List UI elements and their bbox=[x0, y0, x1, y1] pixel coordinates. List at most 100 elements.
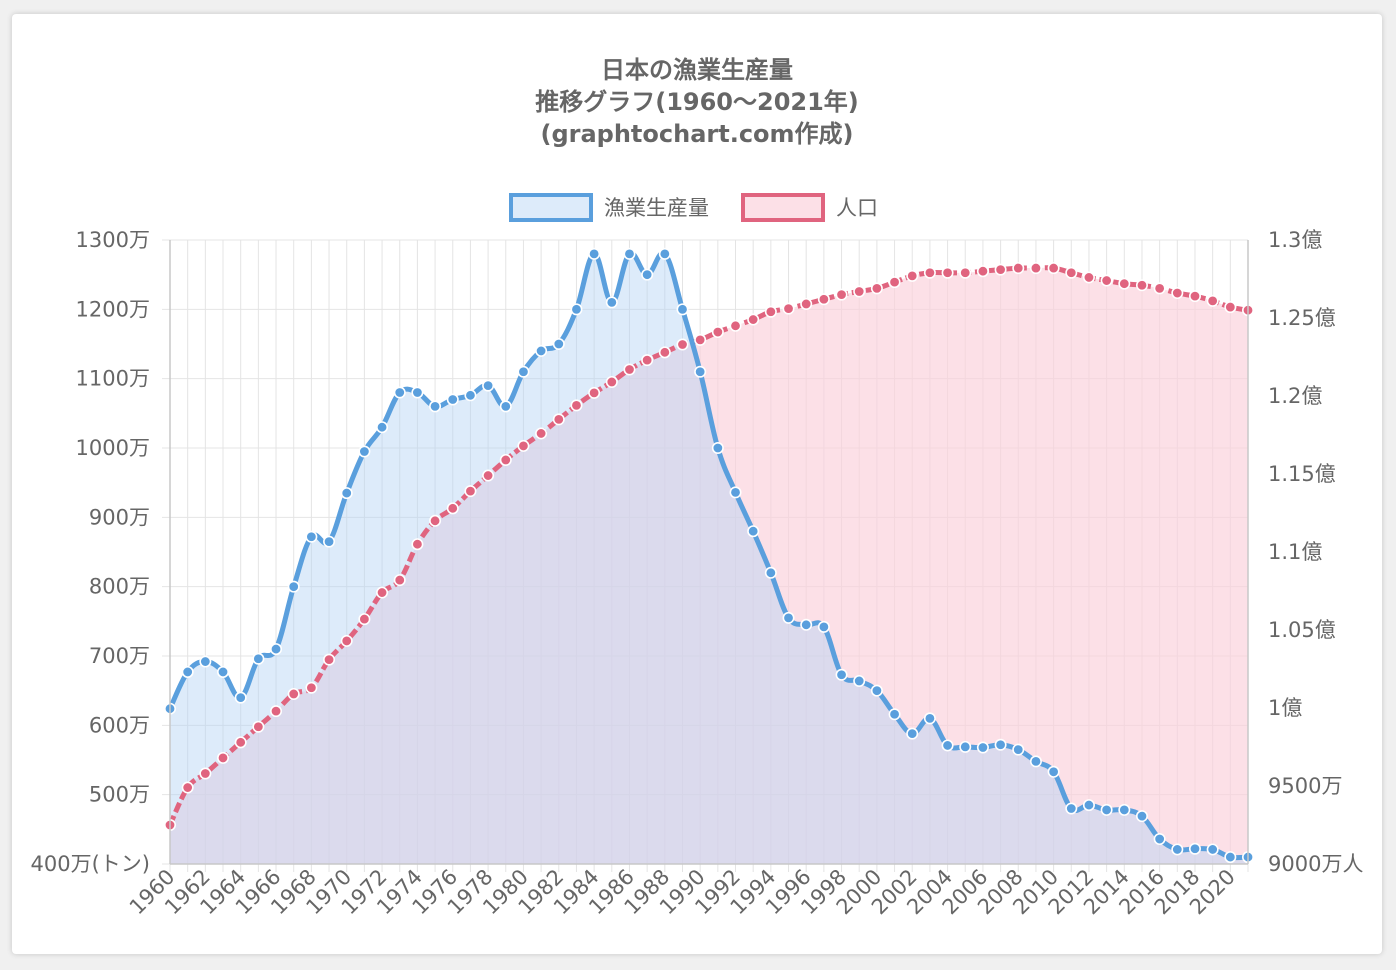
fishery-point-1986 bbox=[623, 247, 636, 260]
y-right-tick-label: 1.3億 bbox=[1268, 228, 1322, 252]
fishery-point-1961 bbox=[181, 665, 194, 678]
fishery-point-2013 bbox=[1100, 803, 1113, 816]
population-point-1991 bbox=[711, 326, 724, 339]
fishery-point-2007 bbox=[994, 738, 1007, 751]
population-point-1965 bbox=[252, 720, 265, 733]
population-point-1976 bbox=[446, 502, 459, 515]
fishery-point-1988 bbox=[658, 247, 671, 260]
fishery-point-1972 bbox=[376, 421, 389, 434]
fishery-point-2019 bbox=[1206, 843, 1219, 856]
y-right-tick-label: 9500万 bbox=[1268, 774, 1342, 798]
population-point-1983 bbox=[570, 399, 583, 412]
population-point-1969 bbox=[323, 653, 336, 666]
fishery-point-1993 bbox=[747, 525, 760, 538]
fishery-point-1995 bbox=[782, 611, 795, 624]
population-point-1987 bbox=[641, 354, 654, 367]
population-point-1962 bbox=[199, 767, 212, 780]
population-point-1963 bbox=[217, 751, 230, 764]
fishery-point-1987 bbox=[641, 268, 654, 281]
population-point-1977 bbox=[464, 485, 477, 498]
population-point-2015 bbox=[1135, 279, 1148, 292]
series-area-population bbox=[170, 267, 1248, 864]
population-point-2008 bbox=[1012, 262, 1025, 275]
y-left-tick-label: 1300万 bbox=[76, 228, 150, 252]
y-left-tick-label: 1200万 bbox=[76, 297, 150, 321]
population-point-2003 bbox=[923, 266, 936, 279]
fishery-point-1996 bbox=[800, 618, 813, 631]
fishery-point-1998 bbox=[835, 668, 848, 681]
fishery-point-1985 bbox=[605, 296, 618, 309]
fishery-point-2005 bbox=[959, 740, 972, 753]
y-right-tick-label: 9000万人 bbox=[1268, 852, 1363, 876]
fishery-point-2012 bbox=[1082, 799, 1095, 812]
population-point-1992 bbox=[729, 319, 742, 332]
population-point-1975 bbox=[429, 514, 442, 527]
population-point-2017 bbox=[1171, 287, 1184, 300]
y-left-tick-label: 700万 bbox=[89, 644, 150, 668]
fishery-point-2008 bbox=[1012, 743, 1025, 756]
y-left-tick-label: 1100万 bbox=[76, 367, 150, 391]
legend-swatch-2 bbox=[741, 193, 825, 222]
legend-label-1: 漁業生産量 bbox=[604, 196, 709, 220]
population-point-1984 bbox=[588, 386, 601, 399]
fishery-point-1984 bbox=[588, 247, 601, 260]
population-point-1971 bbox=[358, 613, 371, 626]
fishery-point-1991 bbox=[711, 441, 724, 454]
fishery-point-1967 bbox=[287, 580, 300, 593]
population-point-1990 bbox=[694, 333, 707, 346]
fishery-point-2017 bbox=[1171, 843, 1184, 856]
population-point-2013 bbox=[1100, 274, 1113, 287]
fishery-point-2000 bbox=[870, 684, 883, 697]
population-point-1989 bbox=[676, 338, 689, 351]
fishery-point-1963 bbox=[217, 665, 230, 678]
population-point-1967 bbox=[287, 687, 300, 700]
population-point-2002 bbox=[906, 269, 919, 282]
population-point-1980 bbox=[517, 439, 530, 452]
fishery-point-1999 bbox=[853, 674, 866, 687]
y-right-tick-label: 1億 bbox=[1268, 696, 1302, 720]
population-point-2007 bbox=[994, 263, 1007, 276]
population-point-2019 bbox=[1206, 294, 1219, 307]
fishery-point-2009 bbox=[1029, 755, 1042, 768]
population-point-2001 bbox=[888, 276, 901, 289]
fishery-point-1989 bbox=[676, 303, 689, 316]
population-point-2014 bbox=[1118, 277, 1131, 290]
fishery-point-1981 bbox=[535, 344, 548, 357]
y-left-tick-label: 600万 bbox=[89, 713, 150, 737]
population-point-2004 bbox=[941, 266, 954, 279]
fishery-point-1975 bbox=[429, 400, 442, 413]
population-point-1968 bbox=[305, 681, 318, 694]
fishery-point-1977 bbox=[464, 389, 477, 402]
population-point-1972 bbox=[376, 586, 389, 599]
fishery-point-1997 bbox=[817, 620, 830, 633]
fishery-point-2016 bbox=[1153, 833, 1166, 846]
population-point-1970 bbox=[340, 634, 353, 647]
fishery-point-2011 bbox=[1065, 802, 1078, 815]
fishery-point-1962 bbox=[199, 655, 212, 668]
fishery-point-2003 bbox=[923, 712, 936, 725]
chart-card: 日本の漁業生産量 推移グラフ(1960〜2021年) (graphtochart.c… bbox=[12, 14, 1382, 954]
population-point-1978 bbox=[482, 469, 495, 482]
population-point-2010 bbox=[1047, 262, 1060, 275]
fishery-point-2010 bbox=[1047, 765, 1060, 778]
population-point-1973 bbox=[393, 574, 406, 587]
fishery-point-2020 bbox=[1224, 851, 1237, 864]
population-point-2016 bbox=[1153, 282, 1166, 295]
chart-series-layer bbox=[164, 247, 1255, 864]
population-point-1999 bbox=[853, 285, 866, 298]
fishery-point-1964 bbox=[234, 691, 247, 704]
fishery-point-2015 bbox=[1135, 810, 1148, 823]
y-right-tick-label: 1.05億 bbox=[1268, 618, 1336, 642]
population-point-1979 bbox=[499, 453, 512, 466]
chart-legend: 漁業生産量 人口 bbox=[509, 193, 878, 222]
fishery-point-1990 bbox=[694, 365, 707, 378]
y-left-tick-label: 1000万 bbox=[76, 436, 150, 460]
y-left-tick-label: 900万 bbox=[89, 505, 150, 529]
chart-title-line-2: 推移グラフ(1960〜2021年) bbox=[535, 88, 859, 116]
population-point-1988 bbox=[658, 346, 671, 359]
population-point-1974 bbox=[411, 538, 424, 551]
fishery-point-1965 bbox=[252, 652, 265, 665]
y-right-tick-label: 1.15億 bbox=[1268, 462, 1336, 486]
